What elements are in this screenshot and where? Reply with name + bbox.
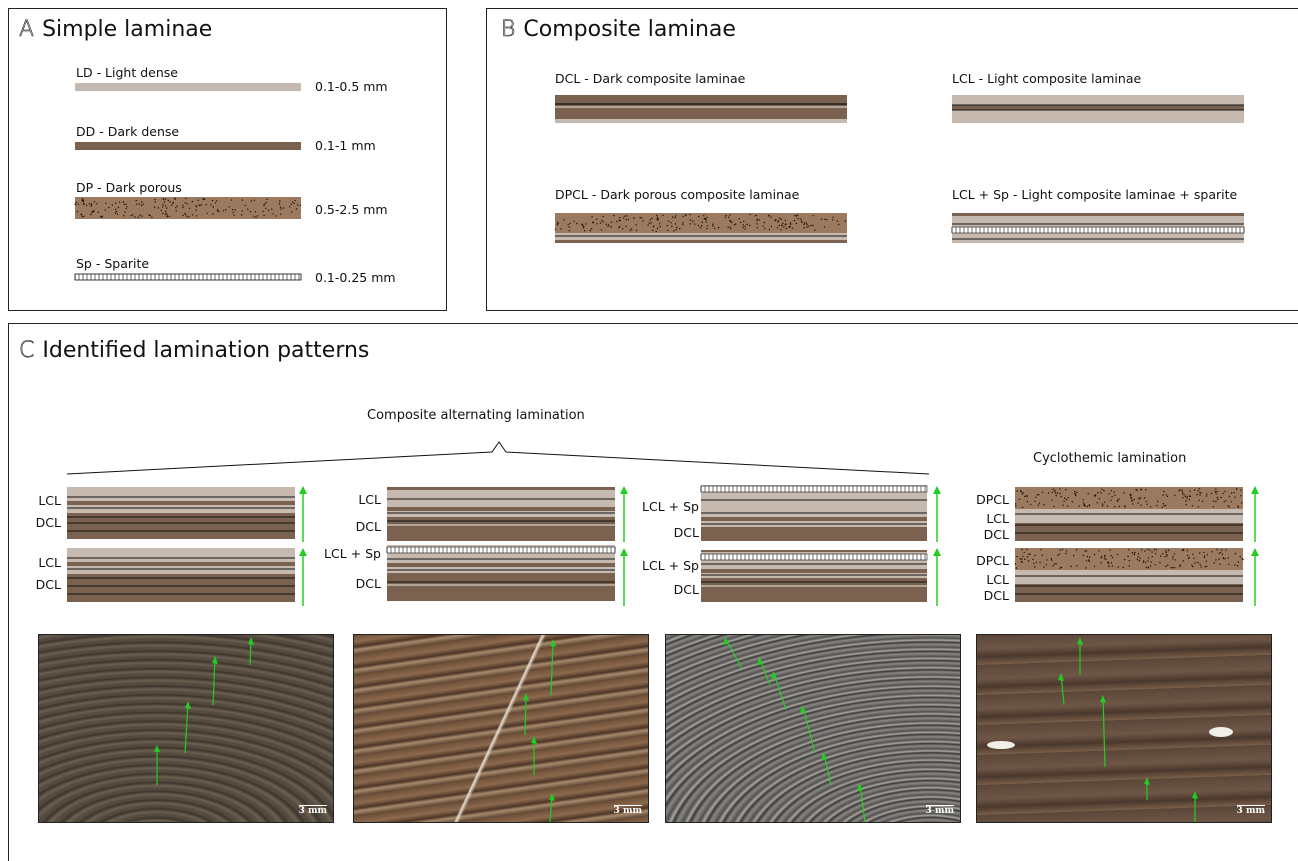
col1-label-4: DCL — [35, 577, 61, 592]
sp-size: 0.1-0.25 mm — [315, 270, 396, 285]
panel-b-title: Composite laminae — [523, 17, 736, 42]
sp-swatch — [74, 273, 302, 281]
photo2-arrows — [523, 639, 556, 822]
dcl-swatch — [555, 95, 847, 123]
panel-b-heading: B Composite laminae — [501, 17, 736, 43]
photo1-arrows — [154, 637, 254, 785]
col3-label-4: DCL — [673, 582, 699, 597]
col4-label-4: DPCL — [976, 553, 1009, 568]
dp-swatch — [74, 197, 302, 219]
col2-sequence-2 — [386, 545, 616, 601]
photomicrograph-1: 3 mm — [38, 634, 334, 823]
col4-sequence-1 — [1014, 487, 1243, 541]
sp-label: Sp - Sparite — [76, 256, 150, 271]
panel-c-letter: C — [19, 338, 35, 364]
dd-swatch — [75, 142, 301, 150]
panel-b-letter: B — [501, 17, 516, 43]
photo3-arrows — [723, 637, 866, 822]
photo3-scale-bar: 3 mm — [925, 805, 954, 816]
photo2-scale-bar: 3 mm — [613, 805, 642, 816]
col3-sequence-1 — [700, 485, 928, 541]
col4-label-2: LCL — [986, 511, 1009, 526]
col1-label-2: DCL — [35, 515, 61, 530]
lcl-sp-label: LCL + Sp - Light composite laminae + spa… — [952, 187, 1238, 202]
col4-label-3: DCL — [983, 527, 1009, 542]
lcl-swatch — [952, 95, 1244, 123]
col2-sequence-1 — [387, 487, 615, 541]
dp-label: DP - Dark porous — [76, 180, 182, 195]
photomicrograph-4: 3 mm — [976, 634, 1272, 823]
col1-label-3: LCL — [38, 555, 61, 570]
col4-growth-arrows — [1251, 486, 1259, 606]
dd-label: DD - Dark dense — [76, 124, 180, 139]
col2-label-1: LCL — [358, 492, 381, 507]
panel-simple-laminae: A Simple laminae LD - Light dense 0.1-0.… — [8, 8, 447, 311]
panel-composite-laminae: B Composite laminae DCL - Dark composite… — [486, 8, 1298, 311]
col3-label-2: DCL — [673, 525, 699, 540]
col1-growth-arrows — [299, 486, 307, 606]
ld-swatch — [75, 83, 301, 91]
panel-a-letter: A — [19, 17, 35, 43]
col1-sequence-2 — [67, 548, 295, 602]
col2-label-4: DCL — [355, 576, 381, 591]
group1-brace — [66, 441, 930, 475]
panel-lamination-patterns: C Identified lamination patterns Composi… — [8, 323, 1298, 861]
dpcl-label: DPCL - Dark porous composite laminae — [555, 187, 800, 202]
ld-label: LD - Light dense — [76, 65, 178, 80]
dpcl-swatch — [554, 213, 847, 243]
col3-sequence-2 — [700, 550, 928, 602]
photo4-arrows — [987, 637, 1233, 822]
panel-c-title: Identified lamination patterns — [42, 338, 370, 363]
photo1-scale-bar: 3 mm — [298, 805, 327, 816]
col2-label-3: LCL + Sp — [324, 546, 381, 561]
group2-title: Cyclothemic lamination — [1033, 451, 1187, 466]
dp-size: 0.5-2.5 mm — [315, 202, 388, 217]
group1-title: Composite alternating lamination — [367, 408, 585, 423]
panel-a-title: Simple laminae — [42, 17, 213, 42]
lcl-label: LCL - Light composite laminae — [952, 71, 1142, 86]
photo4-scale-bar: 3 mm — [1236, 805, 1265, 816]
dcl-label: DCL - Dark composite laminae — [555, 71, 746, 86]
col3-label-1: LCL + Sp — [642, 499, 699, 514]
col1-sequence-1 — [67, 487, 295, 539]
ld-size: 0.1-0.5 mm — [315, 79, 388, 94]
col4-label-5: LCL — [986, 572, 1009, 587]
photomicrograph-2: 3 mm — [353, 634, 649, 823]
col3-growth-arrows — [933, 486, 941, 606]
panel-a-heading: A Simple laminae — [19, 17, 213, 43]
col2-growth-arrows — [620, 486, 628, 606]
col3-label-3: LCL + Sp — [642, 558, 699, 573]
col4-sequence-2 — [1014, 548, 1244, 602]
col4-label-6: DCL — [983, 588, 1009, 603]
col4-label-1: DPCL — [976, 492, 1009, 507]
dd-size: 0.1-1 mm — [315, 138, 376, 153]
panel-c-heading: C Identified lamination patterns — [19, 338, 370, 364]
lcl-sp-swatch — [951, 213, 1245, 243]
col2-label-2: DCL — [355, 519, 381, 534]
photomicrograph-3: 3 mm — [665, 634, 961, 823]
col1-label-1: LCL — [38, 493, 61, 508]
